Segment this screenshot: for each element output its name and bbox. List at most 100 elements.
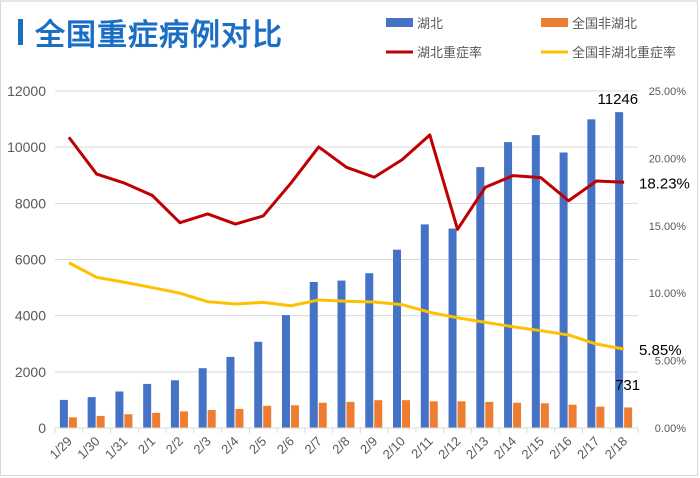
right-tick-label: 20.00% bbox=[649, 153, 687, 165]
chart-header: 全国重症病例对比 bbox=[18, 12, 283, 53]
bar-hubei bbox=[198, 368, 207, 428]
bar-hubei bbox=[170, 380, 179, 428]
x-tick-label: 2/16 bbox=[546, 434, 575, 463]
bar-hubei bbox=[420, 224, 429, 428]
right-tick-label: 25.00% bbox=[649, 86, 687, 98]
bar-hubei bbox=[115, 391, 124, 428]
x-tick-label: 2/7 bbox=[301, 434, 324, 457]
bars bbox=[59, 112, 633, 429]
bar-hubei bbox=[393, 249, 402, 428]
bar-non-hubei bbox=[124, 414, 133, 428]
bar-non-hubei bbox=[290, 405, 299, 428]
annotations: 11246 731 18.23% 5.85% bbox=[598, 91, 690, 394]
bar-hubei bbox=[281, 315, 290, 428]
bar-non-hubei bbox=[179, 411, 188, 428]
bar-non-hubei bbox=[346, 401, 355, 428]
bar-non-hubei bbox=[152, 412, 161, 428]
x-tick-label: 2/4 bbox=[218, 434, 241, 457]
legend-swatch-0 bbox=[386, 18, 413, 27]
bar-hubei bbox=[309, 281, 318, 428]
bar-non-hubei bbox=[402, 400, 411, 428]
bar-hubei bbox=[615, 112, 624, 428]
right-axis-ticks: 0.00% 5.00% 10.00% 15.00% 20.00% 25.00% bbox=[649, 86, 687, 435]
bar-hubei bbox=[504, 142, 513, 428]
title-accent-bar bbox=[18, 19, 23, 45]
bar-hubei bbox=[254, 341, 263, 428]
x-tick-label: 2/11 bbox=[408, 434, 436, 462]
right-tick-label: 15.00% bbox=[649, 221, 687, 233]
bar-hubei bbox=[87, 397, 96, 428]
bar-non-hubei bbox=[207, 410, 216, 428]
legend-swatch-1 bbox=[541, 18, 568, 27]
left-tick-label: 2000 bbox=[15, 364, 46, 380]
legend-label: 湖北 bbox=[417, 17, 443, 32]
left-tick-label: 10000 bbox=[7, 139, 46, 155]
x-tick-label: 2/15 bbox=[518, 434, 547, 463]
bar-non-hubei bbox=[513, 402, 522, 428]
x-tick-label: 2/13 bbox=[463, 434, 492, 463]
label-hubei-last: 11246 bbox=[598, 91, 639, 108]
bar-non-hubei bbox=[596, 406, 605, 428]
bar-hubei bbox=[531, 135, 540, 429]
bar-hubei bbox=[559, 152, 568, 428]
left-tick-label: 0 bbox=[38, 420, 46, 436]
bar-non-hubei bbox=[568, 404, 577, 428]
right-tick-label: 0.00% bbox=[655, 423, 686, 435]
bar-hubei bbox=[226, 356, 235, 428]
legend-label: 湖北重症率 bbox=[417, 45, 482, 61]
bar-hubei bbox=[476, 167, 485, 428]
x-tick-label: 2/12 bbox=[435, 434, 464, 463]
x-tick-label: 2/14 bbox=[491, 434, 520, 463]
bar-hubei bbox=[365, 273, 374, 428]
bar-non-hubei bbox=[235, 408, 244, 428]
x-tick-label: 2/3 bbox=[190, 434, 213, 457]
label-non-hubei-last: 731 bbox=[615, 377, 640, 394]
left-axis-ticks: 0 2000 4000 6000 8000 10000 12000 bbox=[7, 83, 46, 436]
left-tick-label: 8000 bbox=[15, 195, 46, 211]
x-tick-label: 2/10 bbox=[380, 434, 409, 463]
bar-non-hubei bbox=[429, 401, 438, 428]
bar-non-hubei bbox=[540, 403, 549, 428]
left-tick-label: 12000 bbox=[7, 83, 46, 99]
lines bbox=[67, 133, 625, 351]
label-hubei-rate-last: 18.23% bbox=[639, 175, 690, 192]
x-tick-label: 2/6 bbox=[274, 434, 297, 457]
x-tick-label: 1/29 bbox=[46, 434, 75, 463]
x-tick-label: 2/17 bbox=[574, 434, 603, 463]
legend-label: 全国非湖北 bbox=[572, 16, 637, 32]
bar-non-hubei bbox=[68, 417, 77, 428]
line-hubei-rate bbox=[67, 133, 625, 231]
chart-title: 全国重症病例对比 bbox=[35, 18, 283, 53]
legend-label: 全国非湖北重症率 bbox=[572, 45, 676, 61]
x-tick-label: 2/1 bbox=[135, 434, 158, 457]
bar-hubei bbox=[587, 119, 596, 428]
line-non-hubei-rate bbox=[68, 261, 625, 351]
left-tick-label: 6000 bbox=[15, 252, 46, 268]
bar-non-hubei bbox=[485, 401, 494, 428]
x-axis: 1/29 1/30 1/31 2/1 2/2 2/3 2/4 2/5 2/6 2/7 2/8 2/9 2… bbox=[46, 427, 639, 463]
x-tick-label: 2/5 bbox=[246, 434, 269, 457]
x-tick-label: 2/9 bbox=[357, 434, 380, 457]
bar-hubei bbox=[143, 383, 152, 428]
bar-hubei bbox=[448, 228, 457, 428]
bar-non-hubei bbox=[374, 400, 383, 428]
bar-non-hubei bbox=[624, 407, 633, 428]
x-tick-label: 1/30 bbox=[74, 434, 103, 463]
bar-hubei bbox=[59, 399, 68, 428]
right-tick-label: 10.00% bbox=[649, 288, 687, 300]
x-tick-label: 2/18 bbox=[602, 434, 631, 463]
bar-non-hubei bbox=[96, 415, 105, 428]
label-non-hubei-rate-last: 5.85% bbox=[639, 342, 682, 359]
bar-non-hubei bbox=[318, 402, 327, 428]
left-tick-label: 4000 bbox=[15, 308, 46, 324]
x-tick-label: 2/8 bbox=[329, 434, 352, 457]
bar-hubei bbox=[337, 280, 346, 428]
gridlines bbox=[55, 90, 638, 429]
x-tick-label: 1/31 bbox=[102, 434, 131, 463]
right-tick-label: 5.00% bbox=[655, 356, 686, 368]
bar-non-hubei bbox=[457, 401, 466, 428]
bar-non-hubei bbox=[263, 405, 272, 428]
